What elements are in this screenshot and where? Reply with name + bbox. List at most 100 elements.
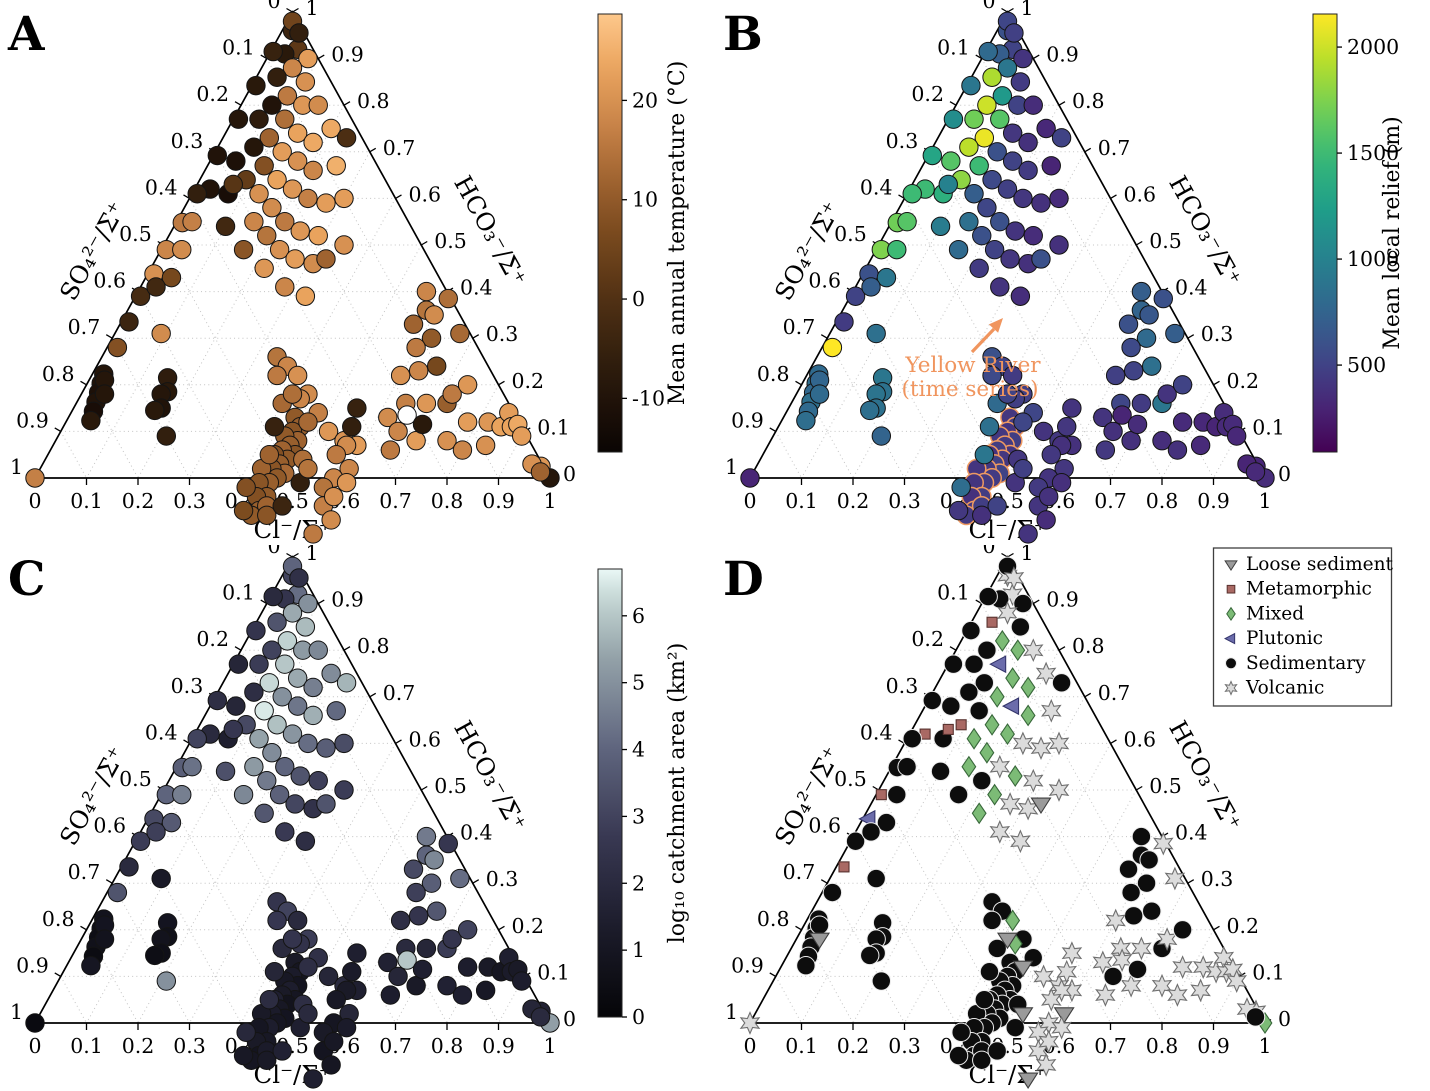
legend-marker-triangle-left-icon <box>1224 632 1236 645</box>
data-point <box>972 225 992 246</box>
data-point <box>282 724 303 744</box>
data-point <box>1033 421 1054 442</box>
data-point <box>1051 128 1072 148</box>
left-tick-label: 0 <box>267 545 280 558</box>
data-point <box>406 431 426 451</box>
data-point <box>254 803 274 823</box>
data-point-sedimentary <box>951 1022 971 1043</box>
data-point <box>1190 435 1211 456</box>
data-point <box>282 929 303 949</box>
data-point <box>287 668 308 688</box>
left-tick-label: 0.9 <box>731 953 764 977</box>
right-tick-label: 1 <box>1021 545 1034 565</box>
data-point <box>809 384 830 404</box>
data-point <box>303 705 323 726</box>
data-point <box>1142 356 1162 376</box>
data-point <box>146 277 166 297</box>
data-point <box>263 586 283 607</box>
data-point <box>151 323 171 344</box>
data-point <box>267 170 287 190</box>
data-point <box>308 640 328 660</box>
data-point-sedimentary <box>1103 966 1123 987</box>
bottom-tick-label: 0.1 <box>785 489 818 513</box>
data-point <box>1131 393 1152 414</box>
data-point <box>249 109 269 129</box>
right-tick-label: 1 <box>306 0 319 20</box>
right-tick-label: 0.9 <box>1046 43 1079 67</box>
bottom-tick-label: 0 <box>743 1034 756 1058</box>
right-tick-label: 0.2 <box>1227 914 1260 938</box>
data-point <box>930 216 951 237</box>
left-tick-label: 0.2 <box>911 82 944 106</box>
left-tick-label: 0.8 <box>757 362 790 386</box>
right-tick-label: 0.7 <box>1098 136 1131 160</box>
data-point <box>146 822 166 842</box>
legend-item-label: Loose sediment <box>1246 554 1393 575</box>
data-point <box>334 780 354 800</box>
right-tick-label: 0.4 <box>460 821 493 845</box>
data-point-loose-sediment <box>1053 1007 1075 1024</box>
data-point <box>289 23 309 43</box>
data-point-volcanic <box>997 601 1018 625</box>
right-tick-label: 0.7 <box>383 136 416 160</box>
left-tick-label: 0.2 <box>911 627 944 651</box>
data-point <box>1010 286 1031 306</box>
legend-marker-square-icon <box>1226 584 1236 594</box>
data-point <box>951 477 971 498</box>
data-point <box>324 1031 344 1052</box>
data-point <box>156 971 177 991</box>
data-point-mixed <box>984 713 1000 736</box>
data-point <box>244 212 264 232</box>
left-tick-label: 0 <box>982 545 995 558</box>
right-tick-label: 0.8 <box>1072 89 1105 113</box>
left-tick-label: 0.5 <box>834 222 867 246</box>
data-point <box>979 417 1000 437</box>
data-point <box>1018 524 1038 544</box>
data-point <box>182 757 202 777</box>
left-tick-label: 0.6 <box>93 269 126 293</box>
data-point <box>223 719 243 740</box>
left-tick-label: 0.5 <box>119 222 152 246</box>
data-point <box>943 109 964 129</box>
annotation-arrowhead-icon <box>988 318 1003 333</box>
data-point-sedimentary <box>1142 901 1162 921</box>
panel-letter: B <box>723 7 763 62</box>
bottom-tick-label: 0.1 <box>785 1034 818 1058</box>
data-point <box>267 365 287 386</box>
data-point <box>287 365 308 386</box>
data-point <box>172 239 192 260</box>
data-point <box>424 305 444 325</box>
colorbar-label: Mean local relief (m) <box>1380 116 1405 349</box>
right-tick-label: 0.7 <box>383 681 416 705</box>
data-point-loose-sediment <box>1017 1072 1039 1089</box>
data-point <box>450 323 470 344</box>
data-point-volcanic <box>1190 978 1211 1003</box>
data-point-volcanic <box>1022 638 1044 663</box>
data-point <box>1002 151 1023 171</box>
data-point <box>236 477 256 498</box>
bottom-tick-label: 0.7 <box>379 489 412 513</box>
data-point <box>378 952 398 973</box>
data-point <box>257 1050 277 1070</box>
left-tick-label: 0.7 <box>783 315 816 339</box>
data-point-volcanic <box>1226 969 1247 993</box>
data-point-sedimentary <box>977 640 997 660</box>
right-tick-label: 1 <box>1021 0 1034 20</box>
left-tick-label: 0.1 <box>222 36 255 60</box>
data-point <box>416 826 437 847</box>
data-point <box>267 910 287 931</box>
data-point <box>303 160 323 181</box>
data-point <box>295 72 316 92</box>
data-point-sedimentary <box>972 1050 992 1070</box>
data-point <box>941 151 961 171</box>
data-point <box>321 663 341 684</box>
data-point-sedimentary <box>979 962 1000 982</box>
data-point <box>277 631 298 651</box>
data-point <box>1153 288 1173 309</box>
data-point <box>977 198 997 218</box>
data-point-sedimentary <box>1172 920 1193 940</box>
data-point <box>406 882 426 903</box>
data-point-volcanic <box>1030 736 1052 760</box>
left-tick-label: 0.7 <box>783 860 816 884</box>
bottom-tick-label: 0.2 <box>122 1034 155 1058</box>
